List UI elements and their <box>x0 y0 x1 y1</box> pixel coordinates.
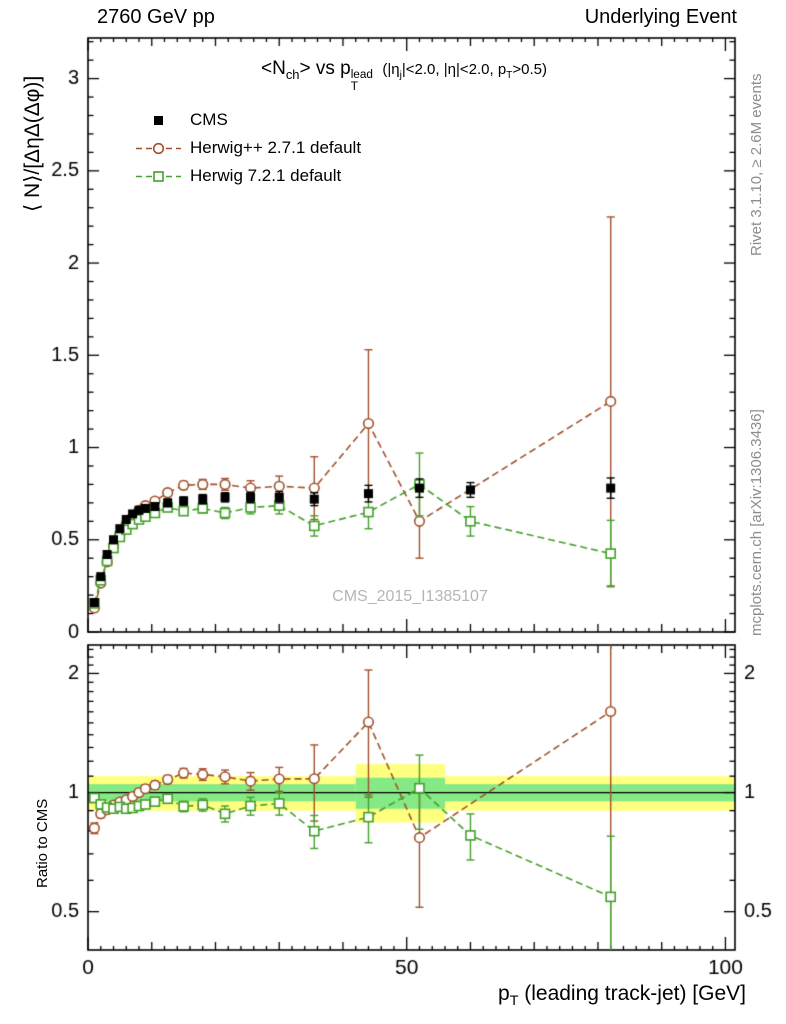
cms-marker-icon <box>154 115 163 125</box>
legend-item-herwig-2-7-1-default: Herwig++ 2.7.1 default <box>136 134 361 162</box>
plot-title: <Nch> vs p lead T (|ηj|<2.0, |η|<2.0, pT>0… <box>261 58 547 93</box>
plot-title-main: <Nch> vs p lead T <box>260 58 373 93</box>
legend-label-cms: CMS <box>190 110 228 129</box>
plot-title-cuts: (|ηj|<2.0, |η|<2.0, pT>0.5) <box>382 61 548 81</box>
herwig-2-7-1-default-marker-icon <box>136 142 181 154</box>
legend: CMS Herwig++ 2.7.1 default Herwig 7.2.1 de… <box>136 106 361 190</box>
beam-energy-label: 2760 GeV pp <box>97 6 215 28</box>
analysis-id-watermark: CMS_2015_I1385107 <box>332 588 488 605</box>
legend-label-herwig-7-2-1-default: Herwig 7.2.1 default <box>190 166 342 185</box>
herwig-7-2-1-default-marker-icon <box>136 170 181 182</box>
rivet-version-note: Rivet 3.1.10, ≥ 2.6M events <box>748 73 765 257</box>
mcplots-reference-note: mcplots.cern.ch [arXiv:1306.3436] <box>748 409 765 636</box>
x-axis-label: pT (leading track-jet) [GeV] <box>498 982 746 1010</box>
legend-item-herwig-7-2-1-default: Herwig 7.2.1 default <box>136 162 361 190</box>
analysis-topic-label: Underlying Event <box>584 6 737 28</box>
y-axis-label-main: ⟨ N⟩/[ΔηΔ(Δφ)] <box>21 75 44 212</box>
legend-item-cms: CMS <box>136 106 361 134</box>
legend-label-herwig-2-7-1-default: Herwig++ 2.7.1 default <box>190 138 362 157</box>
y-axis-label-ratio: Ratio to CMS <box>34 798 51 888</box>
